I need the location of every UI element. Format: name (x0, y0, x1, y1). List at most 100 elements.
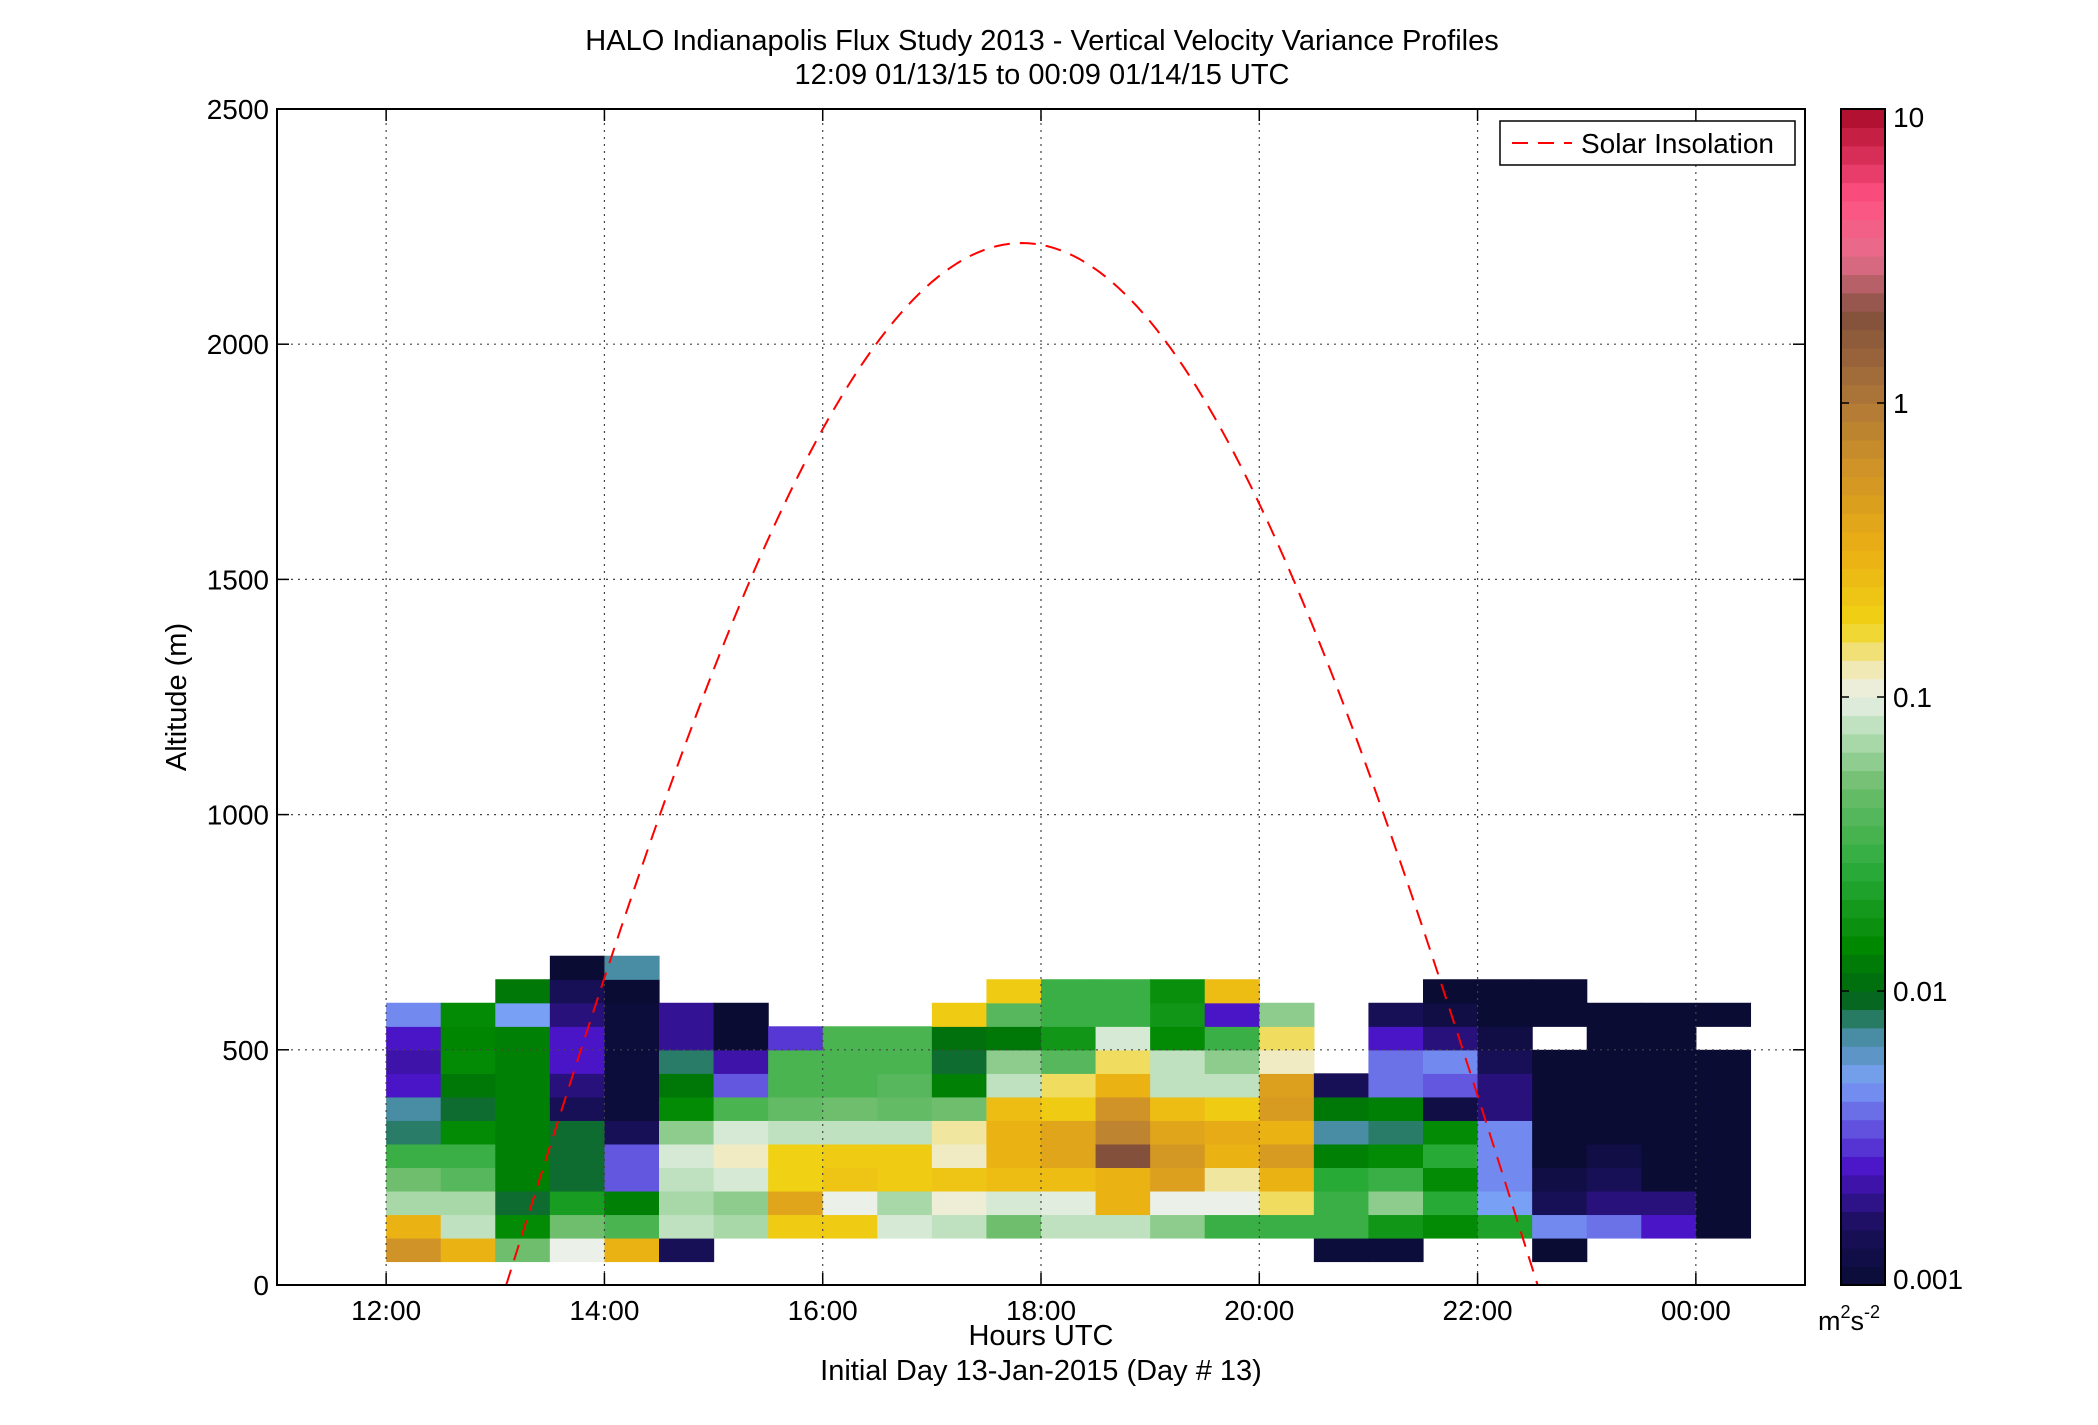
heatmap-cell (1313, 1190, 1370, 1216)
heatmap-cell (1477, 1167, 1533, 1192)
heatmap-cell (1313, 1120, 1370, 1145)
heatmap-cell (386, 1237, 442, 1263)
heatmap-cell (1423, 979, 1479, 1004)
colorbar-strip (1841, 182, 1885, 202)
heatmap-cell (1095, 1026, 1151, 1051)
colorbar-strip (1841, 366, 1885, 386)
heatmap-cell (713, 1190, 769, 1216)
colorbar-strip (1841, 770, 1885, 790)
heatmap-cell (713, 1073, 769, 1098)
heatmap-cell (1641, 1049, 1697, 1074)
colorbar-strip (1841, 109, 1885, 128)
heatmap-cell (604, 955, 660, 980)
heatmap-cell (1641, 1143, 1697, 1168)
heatmap-cell (604, 1026, 660, 1051)
heatmap-cell (549, 1026, 606, 1051)
colorbar-tick-label: 1 (1893, 388, 1909, 419)
colorbar-unit-mid: s (1851, 1306, 1865, 1336)
heatmap-cell (1532, 1120, 1588, 1145)
heatmap-cell (986, 1190, 1042, 1216)
heatmap-cell (877, 1120, 933, 1145)
heatmap-cell (495, 1002, 551, 1027)
heatmap-cell (1095, 1143, 1151, 1168)
heatmap-cell (1095, 1214, 1151, 1239)
colorbar-strip (1841, 1138, 1885, 1157)
heatmap-cell (604, 1073, 660, 1098)
heatmap-cell (1423, 1214, 1479, 1239)
heatmap-cell (1695, 1214, 1752, 1239)
colorbar-strip (1841, 1009, 1885, 1029)
colorbar-strip (1841, 1174, 1885, 1194)
heatmap-cell (1368, 1167, 1424, 1192)
heatmap-cell (931, 1143, 988, 1168)
colorbar-strip (1841, 1064, 1885, 1084)
heatmap-cell (1641, 1073, 1697, 1098)
colorbar-strip (1841, 788, 1885, 808)
heatmap-cell (1586, 1143, 1642, 1168)
colorbar-strip (1841, 752, 1885, 772)
colorbar-strip (1841, 807, 1885, 827)
heatmap-cell (1095, 1049, 1151, 1074)
heatmap-cell (1150, 979, 1206, 1004)
heatmap-cell (713, 1049, 769, 1074)
y-tick-label: 500 (222, 1035, 269, 1066)
heatmap-cell (1259, 1190, 1315, 1216)
heatmap-cell (1041, 1073, 1097, 1098)
legend-label-solar: Solar Insolation (1581, 128, 1774, 159)
heatmap-cell (1586, 1073, 1642, 1098)
heatmap-cell (1695, 1120, 1752, 1145)
heatmap-cell (1259, 1026, 1315, 1051)
colorbar-strip (1841, 862, 1885, 882)
colorbar-strip (1841, 219, 1885, 239)
heatmap-cell (1368, 1073, 1424, 1098)
heatmap-cell (877, 1049, 933, 1074)
heatmap-cell (822, 1167, 878, 1192)
heatmap-cell (986, 1002, 1042, 1027)
heatmap-cell (440, 1190, 496, 1216)
colorbar-strip (1841, 1119, 1885, 1139)
heatmap-cell (1259, 1143, 1315, 1168)
colorbar-unit-label: m2s-2 (1818, 1302, 1880, 1336)
heatmap-cell (604, 979, 660, 1004)
heatmap-cell (986, 1073, 1042, 1098)
heatmap-cell (1586, 1026, 1642, 1051)
heatmap-cell (1150, 1214, 1206, 1239)
colorbar-strip (1841, 347, 1885, 367)
heatmap-cell (1641, 1190, 1697, 1216)
heatmap-cell (1477, 1073, 1533, 1098)
heatmap-cell (495, 1096, 551, 1121)
heatmap-cell (1586, 1002, 1642, 1027)
heatmap-cell (768, 1049, 824, 1074)
heatmap-cell (1041, 1002, 1097, 1027)
heatmap-cell (604, 1190, 660, 1216)
heatmap-cell (495, 1049, 551, 1074)
heatmap-cell (1204, 1049, 1260, 1074)
heatmap-cell (1477, 1002, 1533, 1027)
heatmap-cell (1368, 1237, 1424, 1263)
heatmap-cell (1259, 1073, 1315, 1098)
heatmap-cell (386, 1120, 442, 1145)
y-tick-label: 2500 (207, 94, 269, 125)
heatmap-cell (1477, 1026, 1533, 1051)
heatmap-cell (1368, 1049, 1424, 1074)
heatmap-cell (440, 1143, 496, 1168)
x-axis-sublabel: Initial Day 13-Jan-2015 (Day # 13) (820, 1355, 1262, 1387)
heatmap-cell (440, 1073, 496, 1098)
heatmap-cell (1641, 1214, 1697, 1239)
heatmap-cell (1641, 1026, 1697, 1051)
heatmap-cell (1695, 1096, 1752, 1121)
heatmap-cell (386, 1073, 442, 1098)
heatmap-cell (659, 1120, 715, 1145)
heatmap-cell (931, 1214, 988, 1239)
heatmap-cell (1204, 1073, 1260, 1098)
heatmap-cell (1313, 1167, 1370, 1192)
heatmap-cell (1532, 979, 1588, 1004)
heatmap-cell (495, 1026, 551, 1051)
colorbar-strip (1841, 1229, 1885, 1249)
heatmap-cell (1532, 1073, 1588, 1098)
heatmap-cell (1477, 1096, 1533, 1121)
plot-area: 12:00 14:00 16:00 18:00 20:00 22:00 00:00 0 500… (207, 94, 1806, 1326)
colorbar-strip (1841, 641, 1885, 661)
heatmap-cell (986, 979, 1042, 1004)
colorbar-strip (1841, 844, 1885, 863)
